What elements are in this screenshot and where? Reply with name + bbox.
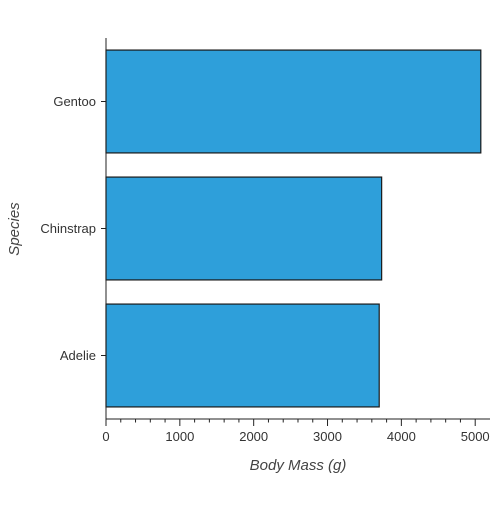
x-tick-label-5000: 5000 xyxy=(461,429,490,444)
x-ticks-layer: 0 1000 2000 3000 4000 5000 xyxy=(102,419,490,444)
y-tick-label-chinstrap: Chinstrap xyxy=(40,221,96,236)
bar-gentoo xyxy=(105,49,482,154)
x-tick-label-3000: 3000 xyxy=(313,429,342,444)
x-tick-label-2000: 2000 xyxy=(239,429,268,444)
bars-layer xyxy=(105,49,482,408)
x-tick-label-0: 0 xyxy=(102,429,109,444)
bar-chinstrap xyxy=(105,176,383,281)
x-tick-label-4000: 4000 xyxy=(387,429,416,444)
x-axis-title: Body Mass (g) xyxy=(250,457,347,474)
bar-adelie xyxy=(105,303,380,408)
y-ticks-layer: Adelie Chinstrap Gentoo xyxy=(40,94,106,363)
y-tick-label-gentoo: Gentoo xyxy=(53,94,96,109)
x-tick-label-1000: 1000 xyxy=(165,429,194,444)
y-axis-title: Species xyxy=(6,202,23,256)
y-tick-label-adelie: Adelie xyxy=(60,348,96,363)
